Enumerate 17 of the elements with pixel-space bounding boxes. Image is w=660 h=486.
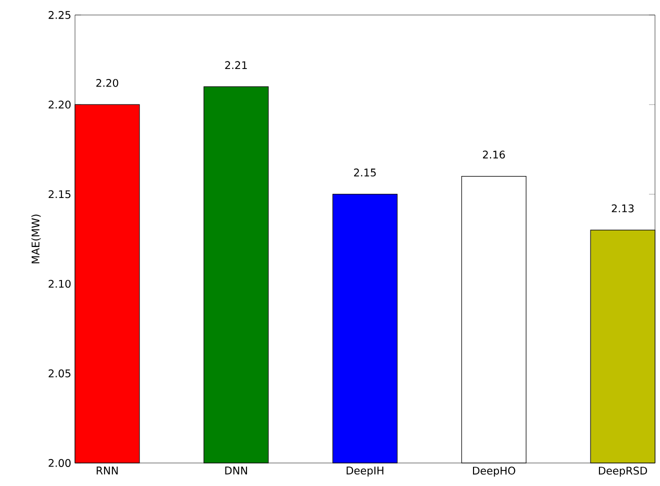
y-tick-label: 2.25 bbox=[48, 11, 70, 19]
y-tick-label: 2.20 bbox=[48, 100, 71, 109]
x-tick-label: DeepHO bbox=[473, 466, 516, 477]
data-label: 2.20 bbox=[96, 78, 118, 87]
data-label: 2.13 bbox=[612, 204, 634, 212]
y-axis-title: MAE(MW) bbox=[31, 214, 41, 264]
data-label: 2.15 bbox=[354, 168, 376, 176]
x-tick-label: DeepRSD bbox=[598, 466, 648, 477]
y-tick-label: 2.10 bbox=[48, 280, 71, 288]
x-tick-label: DeepIH bbox=[346, 466, 384, 477]
x-tick-label: RNN bbox=[96, 466, 118, 474]
y-tick-label: 2.00 bbox=[48, 459, 71, 467]
y-tick-label: 2.05 bbox=[48, 369, 70, 378]
data-label: 2.16 bbox=[482, 150, 505, 159]
x-tick-label: DNN bbox=[225, 466, 247, 474]
data-label: 2.21 bbox=[225, 61, 247, 69]
y-tick-label: 2.15 bbox=[48, 190, 70, 198]
